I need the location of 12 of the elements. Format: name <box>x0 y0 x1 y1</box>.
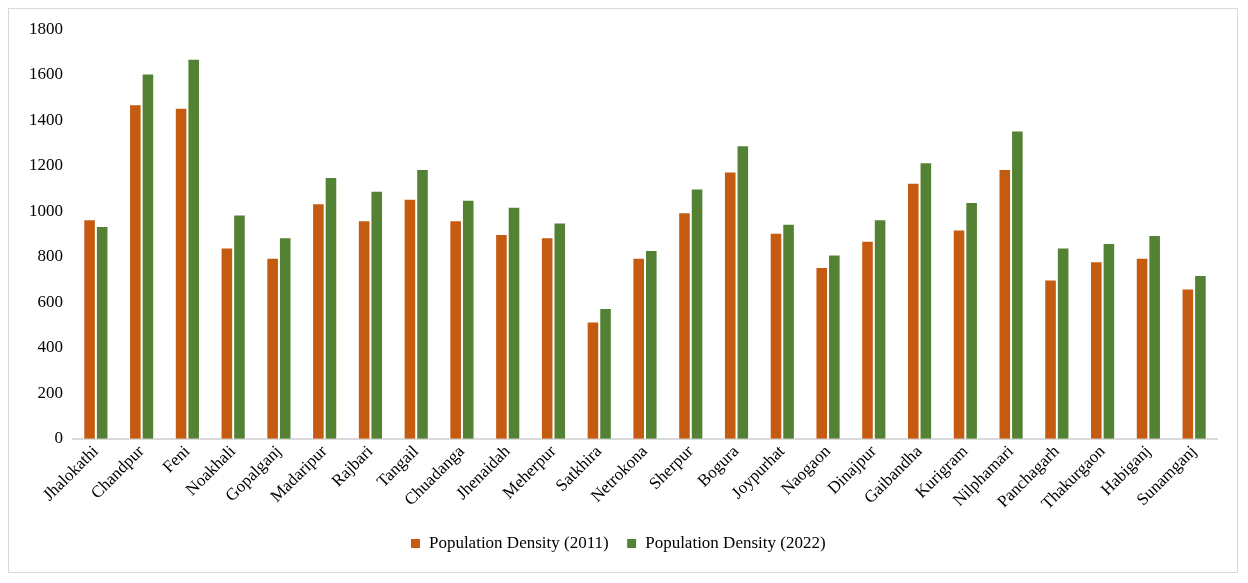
y-tick-label: 600 <box>37 291 63 311</box>
legend-label: Population Density (2011) <box>428 532 609 552</box>
y-tick-label: 400 <box>37 337 63 357</box>
y-tick-label: 1600 <box>29 64 63 84</box>
y-tick-label: 1000 <box>29 200 63 220</box>
y-tick-label: 200 <box>37 382 63 402</box>
y-tick-label: 1800 <box>29 18 63 38</box>
legend-label: Population Density (2022) <box>645 532 826 552</box>
y-tick-label: 1400 <box>29 109 63 129</box>
y-tick-label: 800 <box>37 246 63 266</box>
y-tick-label: 1200 <box>29 155 63 175</box>
y-tick-label: 0 <box>54 428 63 448</box>
